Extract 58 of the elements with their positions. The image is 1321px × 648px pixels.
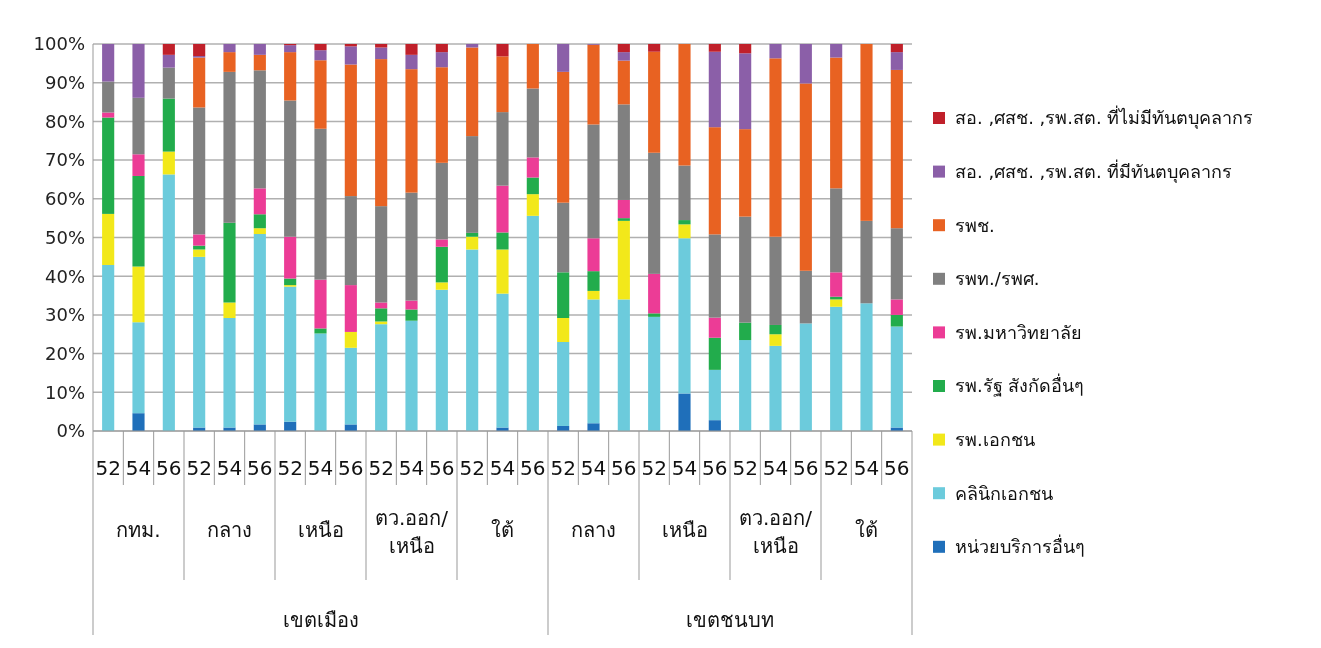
x-tick-label: 52 (186, 456, 212, 480)
legend-label: รพ.มหาวิทยาลัย (955, 321, 1082, 343)
legend-label: สอ. ,ศสช. ,รพ.สต. ที่มีทันตบุคลากร (955, 158, 1233, 183)
legend-label: รพช. (955, 214, 995, 236)
text: กทม. (116, 518, 161, 542)
x-tick-label: 54 (489, 456, 516, 480)
x-tick-label: 56 (702, 456, 728, 480)
legend-label: รพ.เอกชน (955, 428, 1035, 450)
x-tick-label: 52 (550, 456, 576, 480)
y-tick-label: 60% (44, 188, 85, 210)
legend-label: สอ. ,ศสช. ,รพ.สต. ที่ไม่มีทันตบุคลากร (955, 105, 1254, 130)
text: เขตชนบท (686, 608, 774, 632)
y-tick-label: 70% (44, 149, 85, 171)
x-tick-label: 56 (247, 456, 273, 480)
x-tick-label: 52 (95, 456, 121, 480)
x-tick-label: 52 (732, 456, 758, 480)
text: ตว.ออก/เหนือ (738, 506, 813, 558)
x-tick-label: 56 (156, 456, 182, 480)
y-tick-label: 0% (56, 420, 85, 442)
y-tick-label: 80% (44, 110, 85, 132)
x-tick-label: 56 (793, 456, 819, 480)
x-tick-label: 52 (368, 456, 394, 480)
y-tick-label: 10% (44, 381, 85, 403)
x-tick-label: 52 (641, 456, 667, 480)
x-tick-label: 54 (398, 456, 425, 480)
text: กลาง (207, 518, 252, 542)
x-tick-label: 54 (671, 456, 698, 480)
y-tick-label: 40% (44, 265, 85, 287)
text: เหนือ (661, 518, 708, 542)
y-tick-label: 30% (44, 304, 85, 326)
x-tick-label: 54 (125, 456, 152, 480)
x-tick-label: 54 (307, 456, 334, 480)
x-tick-label: 52 (823, 456, 849, 480)
x-tick-label: 56 (338, 456, 364, 480)
x-tick-label: 54 (580, 456, 607, 480)
y-tick-label: 90% (44, 72, 85, 93)
legend-label: คลินิกเอกชน (955, 482, 1053, 504)
x-tick-label: 56 (611, 456, 637, 480)
y-tick-label: 100% (33, 33, 85, 55)
text: ใต้ (855, 518, 878, 542)
x-tick-label: 52 (459, 456, 485, 480)
y-tick-label: 50% (44, 226, 85, 248)
text: ตว.ออก/เหนือ (374, 506, 449, 558)
text: กลาง (571, 518, 616, 542)
x-tick-label: 52 (277, 456, 303, 480)
x-tick-label: 56 (884, 456, 910, 480)
x-tick-label: 54 (853, 456, 880, 480)
x-tick-label: 54 (762, 456, 789, 480)
text: เขตเมือง (282, 608, 359, 632)
legend-label: หน่วยบริการอื่นๆ (955, 534, 1085, 558)
text: ใต้ (491, 518, 514, 542)
x-tick-label: 54 (216, 456, 243, 480)
x-tick-label: 56 (520, 456, 546, 480)
y-tick-label: 20% (44, 342, 85, 364)
x-tick-label: 56 (429, 456, 455, 480)
legend-label: รพท./รพศ. (955, 268, 1040, 290)
text: เหนือ (297, 518, 344, 542)
legend-label: รพ.รัฐ สังกัดอื่นๆ (955, 373, 1085, 398)
